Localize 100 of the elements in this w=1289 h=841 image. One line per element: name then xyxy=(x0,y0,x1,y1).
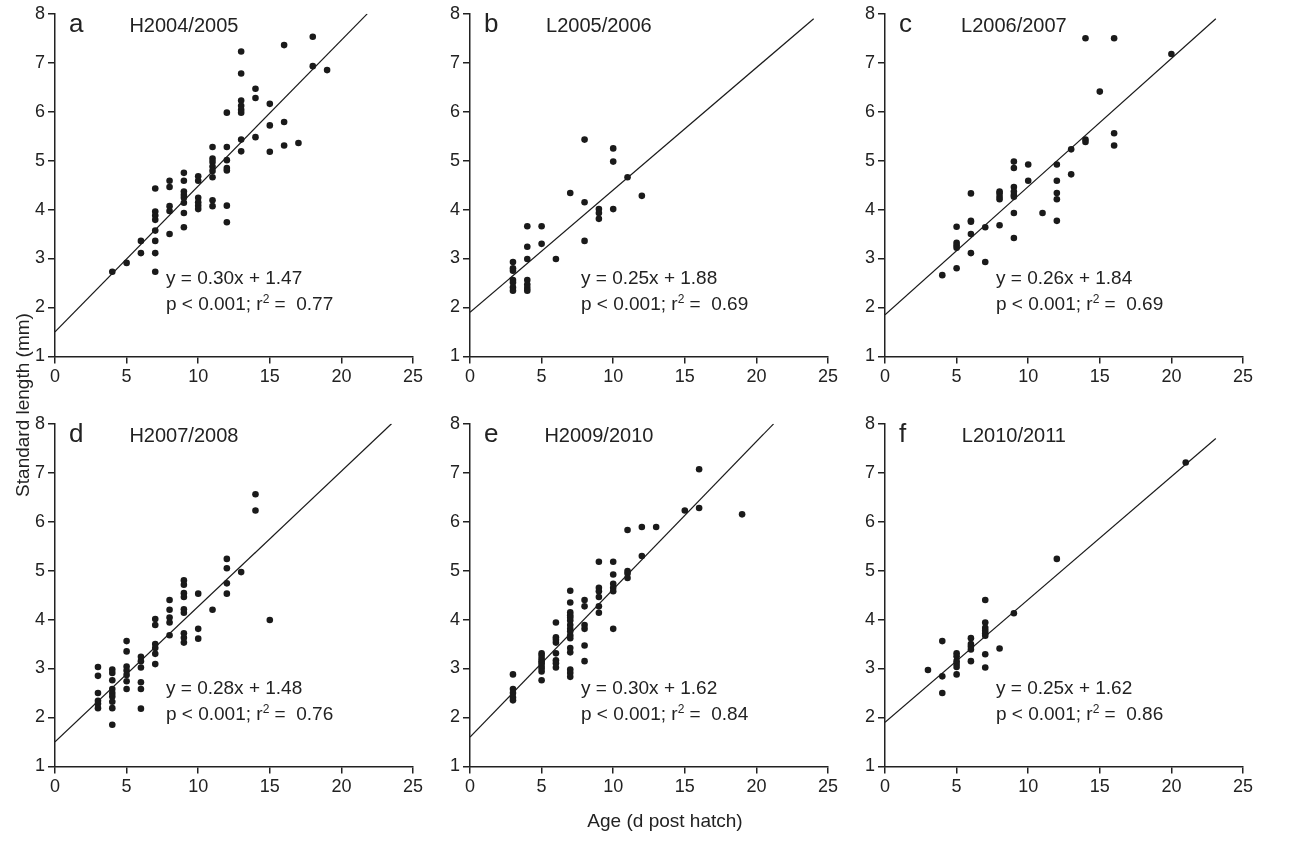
y-tick-label: 2 xyxy=(450,296,461,317)
y-tick-label: 4 xyxy=(865,608,876,629)
y-tick-label: 6 xyxy=(450,100,461,121)
x-tick-label: 5 xyxy=(536,366,547,387)
x-tick-label: 15 xyxy=(259,776,280,797)
annotation: y = 0.26x + 1.84 xyxy=(995,267,1133,289)
y-tick-label: 3 xyxy=(450,657,461,678)
annotation: d xyxy=(69,417,84,448)
x-tick-label: 25 xyxy=(817,776,839,797)
y-tick-label: 7 xyxy=(865,51,876,72)
x-tick-label: 15 xyxy=(1089,366,1110,387)
y-tick-label: 5 xyxy=(865,559,876,580)
chart-title: H2004/2005 xyxy=(129,13,239,36)
annotation: e xyxy=(484,417,499,448)
x-tick-label: 5 xyxy=(951,776,962,797)
y-axis-title: Standard length (mm) xyxy=(12,313,34,497)
x-tick-label: 25 xyxy=(402,776,424,797)
y-tick-label: 6 xyxy=(35,510,46,531)
chart-title: L2005/2006 xyxy=(546,13,652,36)
chart-title: L2006/2007 xyxy=(961,13,1067,36)
y-tick-label: 4 xyxy=(450,608,461,629)
y-tick-label: 1 xyxy=(865,345,876,366)
y-tick-label: 2 xyxy=(35,706,46,727)
y-tick-label: 7 xyxy=(450,51,461,72)
y-tick-label: 3 xyxy=(35,247,46,268)
chart-title: H2007/2008 xyxy=(129,423,239,446)
y-tick-label: 4 xyxy=(450,198,461,219)
y-tick-label: 6 xyxy=(35,100,46,121)
annotation: f xyxy=(899,417,908,448)
x-axis-title: Age (d post hatch) xyxy=(587,810,743,832)
y-tick-label: 1 xyxy=(35,345,46,366)
y-tick-label: 5 xyxy=(450,559,461,580)
y-tick-label: 1 xyxy=(35,755,46,776)
x-tick-label: 5 xyxy=(951,366,962,387)
x-tick-label: 20 xyxy=(746,776,767,797)
x-tick-label: 20 xyxy=(1161,776,1182,797)
y-tick-label: 4 xyxy=(35,608,46,629)
y-tick-label: 8 xyxy=(450,2,461,23)
x-tick-label: 20 xyxy=(1161,366,1182,387)
y-tick-label: 8 xyxy=(35,2,46,23)
y-tick-label: 8 xyxy=(865,2,876,23)
annotation: c xyxy=(899,7,913,38)
y-tick-label: 3 xyxy=(450,247,461,268)
x-tick-label: 10 xyxy=(603,366,624,387)
y-tick-label: 2 xyxy=(450,706,461,727)
chart-title: L2010/2011 xyxy=(961,423,1066,446)
annotation: y = 0.25x + 1.62 xyxy=(995,677,1133,699)
x-tick-label: 15 xyxy=(1089,776,1110,797)
x-tick-label: 0 xyxy=(50,776,61,797)
y-tick-label: 1 xyxy=(865,755,876,776)
x-tick-label: 0 xyxy=(880,776,891,797)
x-tick-label: 15 xyxy=(259,366,280,387)
y-tick-label: 2 xyxy=(865,296,876,317)
y-tick-label: 2 xyxy=(865,706,876,727)
annotation: y = 0.30x + 1.47 xyxy=(165,267,303,289)
y-tick-label: 1 xyxy=(450,345,461,366)
chart-title: H2009/2010 xyxy=(544,423,654,446)
x-tick-label: 0 xyxy=(465,776,476,797)
y-tick-label: 4 xyxy=(865,198,876,219)
y-tick-label: 7 xyxy=(450,461,461,482)
y-tick-label: 3 xyxy=(865,657,876,678)
x-tick-label: 5 xyxy=(536,776,547,797)
x-tick-label: 15 xyxy=(674,366,695,387)
x-tick-label: 10 xyxy=(603,776,624,797)
y-tick-label: 5 xyxy=(450,149,461,170)
annotation: y = 0.28x + 1.48 xyxy=(165,677,303,699)
y-tick-label: 6 xyxy=(865,100,876,121)
y-tick-label: 8 xyxy=(865,412,876,433)
y-tick-label: 5 xyxy=(35,559,46,580)
x-tick-label: 15 xyxy=(674,776,695,797)
y-tick-label: 2 xyxy=(35,296,46,317)
y-tick-label: 5 xyxy=(865,149,876,170)
y-tick-label: 1 xyxy=(450,755,461,776)
x-tick-label: 5 xyxy=(121,776,132,797)
y-tick-label: 7 xyxy=(865,461,876,482)
y-tick-label: 7 xyxy=(35,51,46,72)
x-tick-label: 20 xyxy=(746,366,767,387)
x-tick-label: 25 xyxy=(817,366,839,387)
x-tick-label: 10 xyxy=(1018,366,1039,387)
annotation: b xyxy=(484,7,499,38)
y-tick-label: 3 xyxy=(865,247,876,268)
y-tick-label: 3 xyxy=(35,657,46,678)
x-tick-label: 10 xyxy=(188,366,209,387)
y-tick-label: 6 xyxy=(865,510,876,531)
x-tick-label: 0 xyxy=(880,366,891,387)
x-tick-label: 0 xyxy=(50,366,61,387)
x-tick-label: 0 xyxy=(465,366,476,387)
x-tick-label: 10 xyxy=(188,776,209,797)
y-tick-label: 6 xyxy=(450,510,461,531)
x-tick-label: 20 xyxy=(331,776,352,797)
y-tick-label: 4 xyxy=(35,198,46,219)
x-tick-label: 20 xyxy=(331,366,352,387)
annotation: y = 0.30x + 1.62 xyxy=(580,677,718,699)
annotation: a xyxy=(69,7,85,38)
x-tick-label: 25 xyxy=(1232,366,1254,387)
y-tick-label: 7 xyxy=(35,461,46,482)
y-tick-label: 8 xyxy=(35,412,46,433)
y-tick-label: 8 xyxy=(450,412,461,433)
x-tick-label: 25 xyxy=(1232,776,1254,797)
x-tick-label: 25 xyxy=(402,366,424,387)
